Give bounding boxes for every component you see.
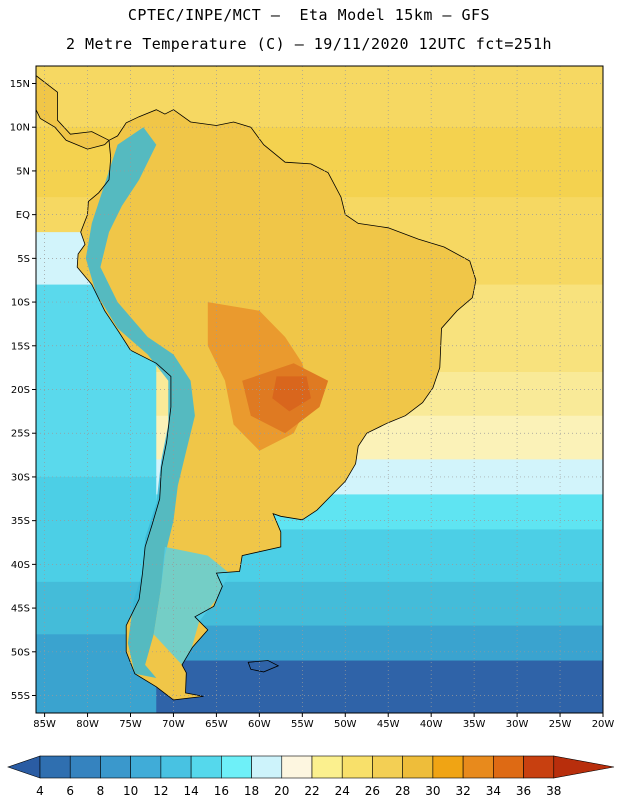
colorbar-label: 28 — [395, 784, 410, 798]
colorbar-label: 32 — [455, 784, 470, 798]
latitude-tick-label: 15S — [11, 341, 30, 352]
colorbar-swatch — [130, 755, 162, 779]
colorbar-label: 30 — [425, 784, 440, 798]
longitude-tick-label: 65W — [205, 719, 228, 730]
colorbar-swatch — [372, 755, 403, 779]
latitude-tick-label: 40S — [11, 560, 30, 571]
colorbar-swatch — [251, 755, 283, 779]
andes-cool-zone — [85, 127, 195, 678]
longitude-tick-label: 80W — [76, 719, 99, 730]
colorbar-label: 24 — [335, 784, 350, 798]
pacific-band — [36, 476, 157, 583]
colorbar-label: 14 — [183, 784, 198, 798]
colorbar-label: 16 — [214, 784, 229, 798]
colorbar-swatch — [100, 755, 131, 779]
colorbar-label: 18 — [244, 784, 259, 798]
latitude-tick-label: 50S — [11, 647, 30, 658]
longitude-tick-label: 30W — [506, 719, 529, 730]
colorbar-swatch — [281, 755, 313, 779]
longitude-tick-label: 45W — [377, 719, 400, 730]
colorbar-label: 36 — [516, 784, 531, 798]
axis-labels: 15N 10N 5N EQ 5S 10S 15S 20S 25S 30S 35S 40S 45S 50S 5… — [10, 79, 615, 730]
coastline — [76, 109, 477, 701]
map-title-line-1: CPTEC/INPE/MCT – Eta Model 15km – GFS — [127, 6, 491, 24]
colorbar-label: 22 — [304, 784, 319, 798]
latitude-tick-label: 5N — [16, 166, 30, 177]
longitude-tick-label: 70W — [162, 719, 185, 730]
latitude-tick-label: 45S — [11, 604, 30, 615]
graticule — [36, 66, 604, 713]
longitude-tick-label: 85W — [33, 719, 56, 730]
colorbar-label: 20 — [274, 784, 289, 798]
latitude-tick-label: 15N — [10, 79, 30, 90]
colorbar-swatch — [190, 755, 222, 779]
latitude-tick-label: 35S — [11, 516, 30, 527]
colorbar-swatch — [462, 755, 494, 779]
map-plot-area — [36, 66, 603, 713]
longitude-tick-label: 40W — [420, 719, 443, 730]
colorbar-swatch — [69, 755, 101, 779]
longitude-tick-label: 35W — [463, 719, 486, 730]
central-america-land — [36, 66, 109, 150]
latitude-tick-label: 30S — [11, 472, 30, 483]
colorbar-label: 4 — [36, 784, 44, 798]
colorbar-label: 12 — [153, 784, 168, 798]
colorbar-label: 26 — [365, 784, 380, 798]
colorbar-swatch — [402, 755, 434, 779]
colorbar-left-arrow — [7, 755, 41, 779]
latitude-tick-label: 10S — [11, 298, 30, 309]
colorbar-label: 10 — [123, 784, 138, 798]
longitude-tick-label: 60W — [248, 719, 271, 730]
colorbar-swatch — [311, 755, 343, 779]
map-title-line-2: 2 Metre Temperature (C) – 19/11/2020 12U… — [65, 35, 553, 53]
colorbar-label: 34 — [486, 784, 501, 798]
colorbar-right-arrow — [553, 755, 615, 779]
colorbar-swatch — [523, 755, 555, 779]
latitude-tick-label: 5S — [17, 254, 30, 265]
latitude-tick-label: EQ — [16, 210, 30, 221]
ocean-band — [36, 66, 603, 128]
colorbar-label: 38 — [546, 784, 561, 798]
patagonia-cool-zone — [153, 546, 230, 665]
longitude-tick-label: 55W — [291, 719, 314, 730]
latitude-tick-label: 10N — [10, 123, 30, 134]
colorbar-swatch — [432, 755, 464, 779]
latitude-tick-label: 20S — [11, 385, 30, 396]
longitude-tick-label: 50W — [334, 719, 357, 730]
colorbar-swatch — [160, 755, 192, 779]
colorbar-swatch — [39, 755, 71, 779]
colorbar-label: 6 — [66, 784, 74, 798]
hottest-interior-zone — [272, 376, 311, 412]
longitude-tick-label: 25W — [549, 719, 572, 730]
longitude-tick-label: 75W — [119, 719, 142, 730]
latitude-tick-label: 55S — [11, 691, 30, 702]
colorbar-swatch — [221, 755, 252, 779]
colorbar-label: 8 — [97, 784, 105, 798]
falkland-islands — [247, 660, 280, 673]
latitude-tick-label: 25S — [11, 429, 30, 440]
longitude-tick-label: 20W — [592, 719, 615, 730]
colorbar: 4 6 8 10 12 14 16 18 20 22 24 26 28 30 32 34 36 38 — [7, 755, 615, 798]
colorbar-swatch — [341, 755, 373, 779]
central-america-coastline — [36, 66, 110, 150]
colorbar-swatch — [493, 755, 524, 779]
